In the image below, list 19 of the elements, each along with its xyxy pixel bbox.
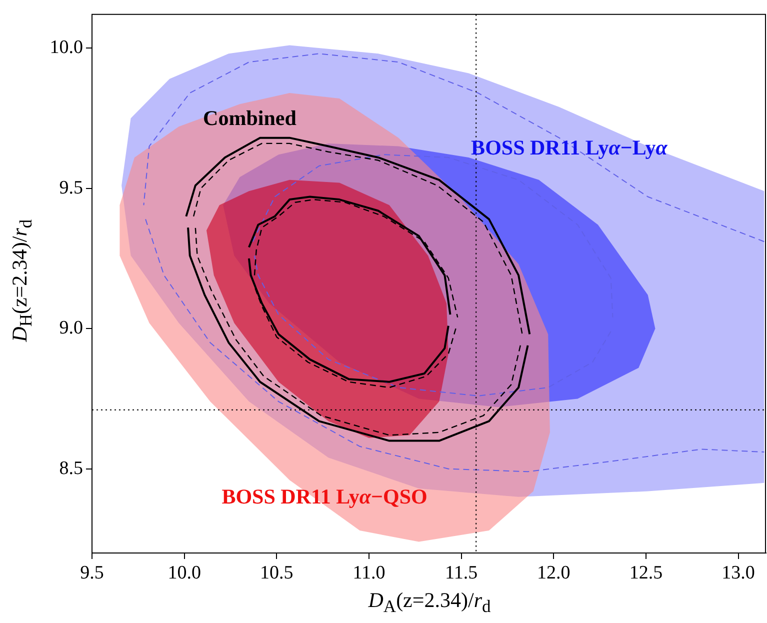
line-series [254,255,612,396]
x-tick-label: 9.5 [80,562,104,584]
y-tick-label: 9.5 [59,177,83,198]
x-tick-label: 13.0 [722,562,755,584]
line-series [143,53,765,242]
series-label: Combined [203,106,297,130]
y-tick-label: 10.0 [50,37,83,58]
series-label: BOSS DR11 Lyα−Lyα [471,135,668,160]
y-tick-label: 8.5 [59,458,83,479]
x-axis-title: D$_{A}$(z=2.34)/r$_{d}$ [367,588,492,618]
series-label: BOSS DR11 Lyα−QSO [222,484,428,508]
x-tick-label: 12.5 [629,562,663,584]
y-tick-label: 9.0 [59,318,83,339]
x-tick-label: 10.0 [168,562,201,584]
x-tick-label: 12.0 [537,562,570,584]
x-tick-label: 10.5 [260,562,294,584]
x-tick-label: 11.5 [445,562,478,584]
line-series [145,218,765,472]
x-tick-label: 11.0 [352,562,386,584]
